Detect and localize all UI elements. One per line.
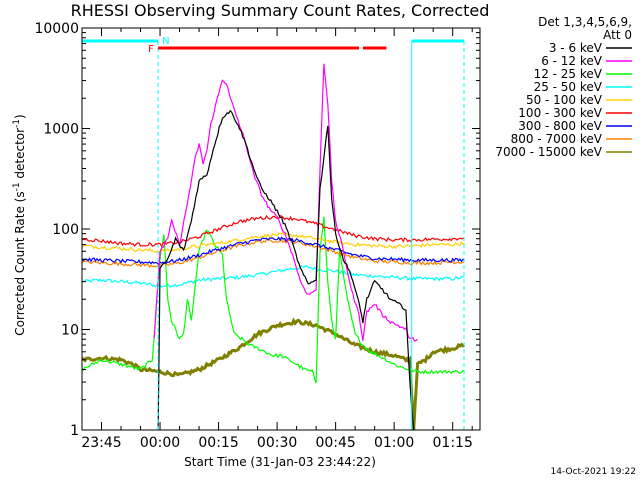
x-tick-label-2: 00:15 (198, 435, 238, 451)
legend-header-2: Att 0 (603, 28, 632, 42)
series-line-4 (82, 265, 465, 288)
x-tick-label-1: 00:00 (140, 435, 180, 451)
legend-label-5: 50 - 100 keV (526, 93, 603, 107)
legend-label-9: 7000 - 15000 keV (495, 145, 602, 159)
x-tick-label-4: 00:45 (315, 435, 355, 451)
legend-label-2: 6 - 12 keV (541, 54, 603, 68)
series-layer (82, 63, 466, 430)
x-axis-label: Start Time (31-Jan-03 23:44:22) (184, 455, 376, 469)
footer-date: 14-Oct-2021 19:22 (551, 467, 636, 477)
series-line-9 (82, 317, 466, 430)
y-axis-label: Corrected Count Rate (s-1 detector-1) (12, 114, 27, 335)
chart-title: RHESSI Observing Summary Count Rates, Co… (71, 1, 490, 20)
series-line-7 (82, 236, 465, 266)
legend-label-8: 800 - 7000 keV (511, 132, 603, 146)
series-line-3 (82, 216, 465, 384)
legend-label-7: 300 - 800 keV (518, 119, 602, 133)
axis-layer: 23:45 00:00 00:15 00:30 00:45 01:00 01:15 1 10 10… (34, 21, 481, 451)
series-line-2 (153, 63, 418, 342)
y-tick-label-1: 10 (61, 323, 79, 339)
x-tick-label-6: 01:15 (433, 435, 473, 451)
night-marker-label: N (162, 36, 169, 47)
series-line-1 (157, 109, 415, 430)
series-line-6 (82, 214, 465, 248)
legend-label-3: 12 - 25 keV (534, 67, 603, 81)
x-tick-label-5: 01:00 (374, 435, 414, 451)
legend-label-6: 100 - 300 keV (518, 106, 602, 120)
flare-marker-label: F (148, 44, 154, 55)
x-tick-label-0: 23:45 (81, 435, 121, 451)
x-tick-label-3: 00:30 (257, 435, 297, 451)
legend-header-1: Det 1,3,4,5,6,9, (538, 15, 632, 29)
y-tick-label-0: 1 (70, 423, 79, 439)
y-tick-label-4: 10000 (34, 21, 79, 37)
series-line-8 (82, 238, 465, 268)
y-tick-label-3: 1000 (43, 122, 79, 138)
series-line-5 (82, 232, 465, 254)
legend-label-1: 3 - 6 keV (549, 41, 603, 55)
legend-label-4: 25 - 50 keV (534, 80, 603, 94)
y-tick-label-2: 100 (52, 222, 79, 238)
